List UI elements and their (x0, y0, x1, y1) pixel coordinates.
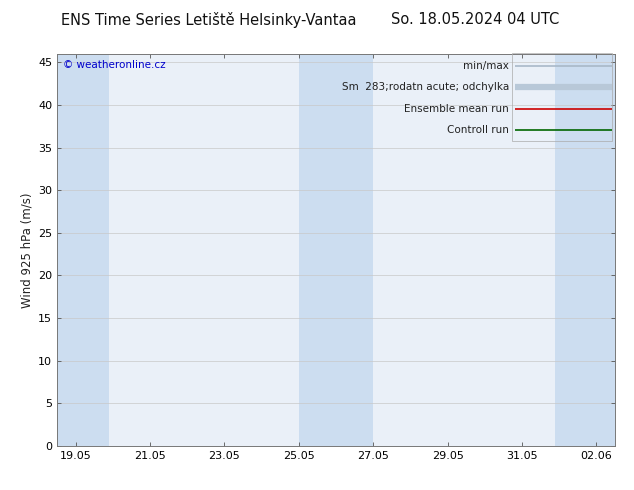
Text: © weatheronline.cz: © weatheronline.cz (63, 60, 165, 70)
Bar (555, 54, 615, 446)
Text: So. 18.05.2024 04 UTC: So. 18.05.2024 04 UTC (391, 12, 560, 27)
Text: Controll run: Controll run (447, 125, 509, 135)
Text: min/max: min/max (463, 61, 509, 71)
Text: ENS Time Series Letiště Helsinky-Vantaa: ENS Time Series Letiště Helsinky-Vantaa (61, 12, 357, 28)
Text: Ensemble mean run: Ensemble mean run (404, 104, 509, 114)
Text: Sm  283;rodatn acute; odchylka: Sm 283;rodatn acute; odchylka (342, 82, 509, 92)
Bar (57, 54, 109, 446)
Bar (299, 54, 373, 446)
Y-axis label: Wind 925 hPa (m/s): Wind 925 hPa (m/s) (21, 192, 34, 308)
